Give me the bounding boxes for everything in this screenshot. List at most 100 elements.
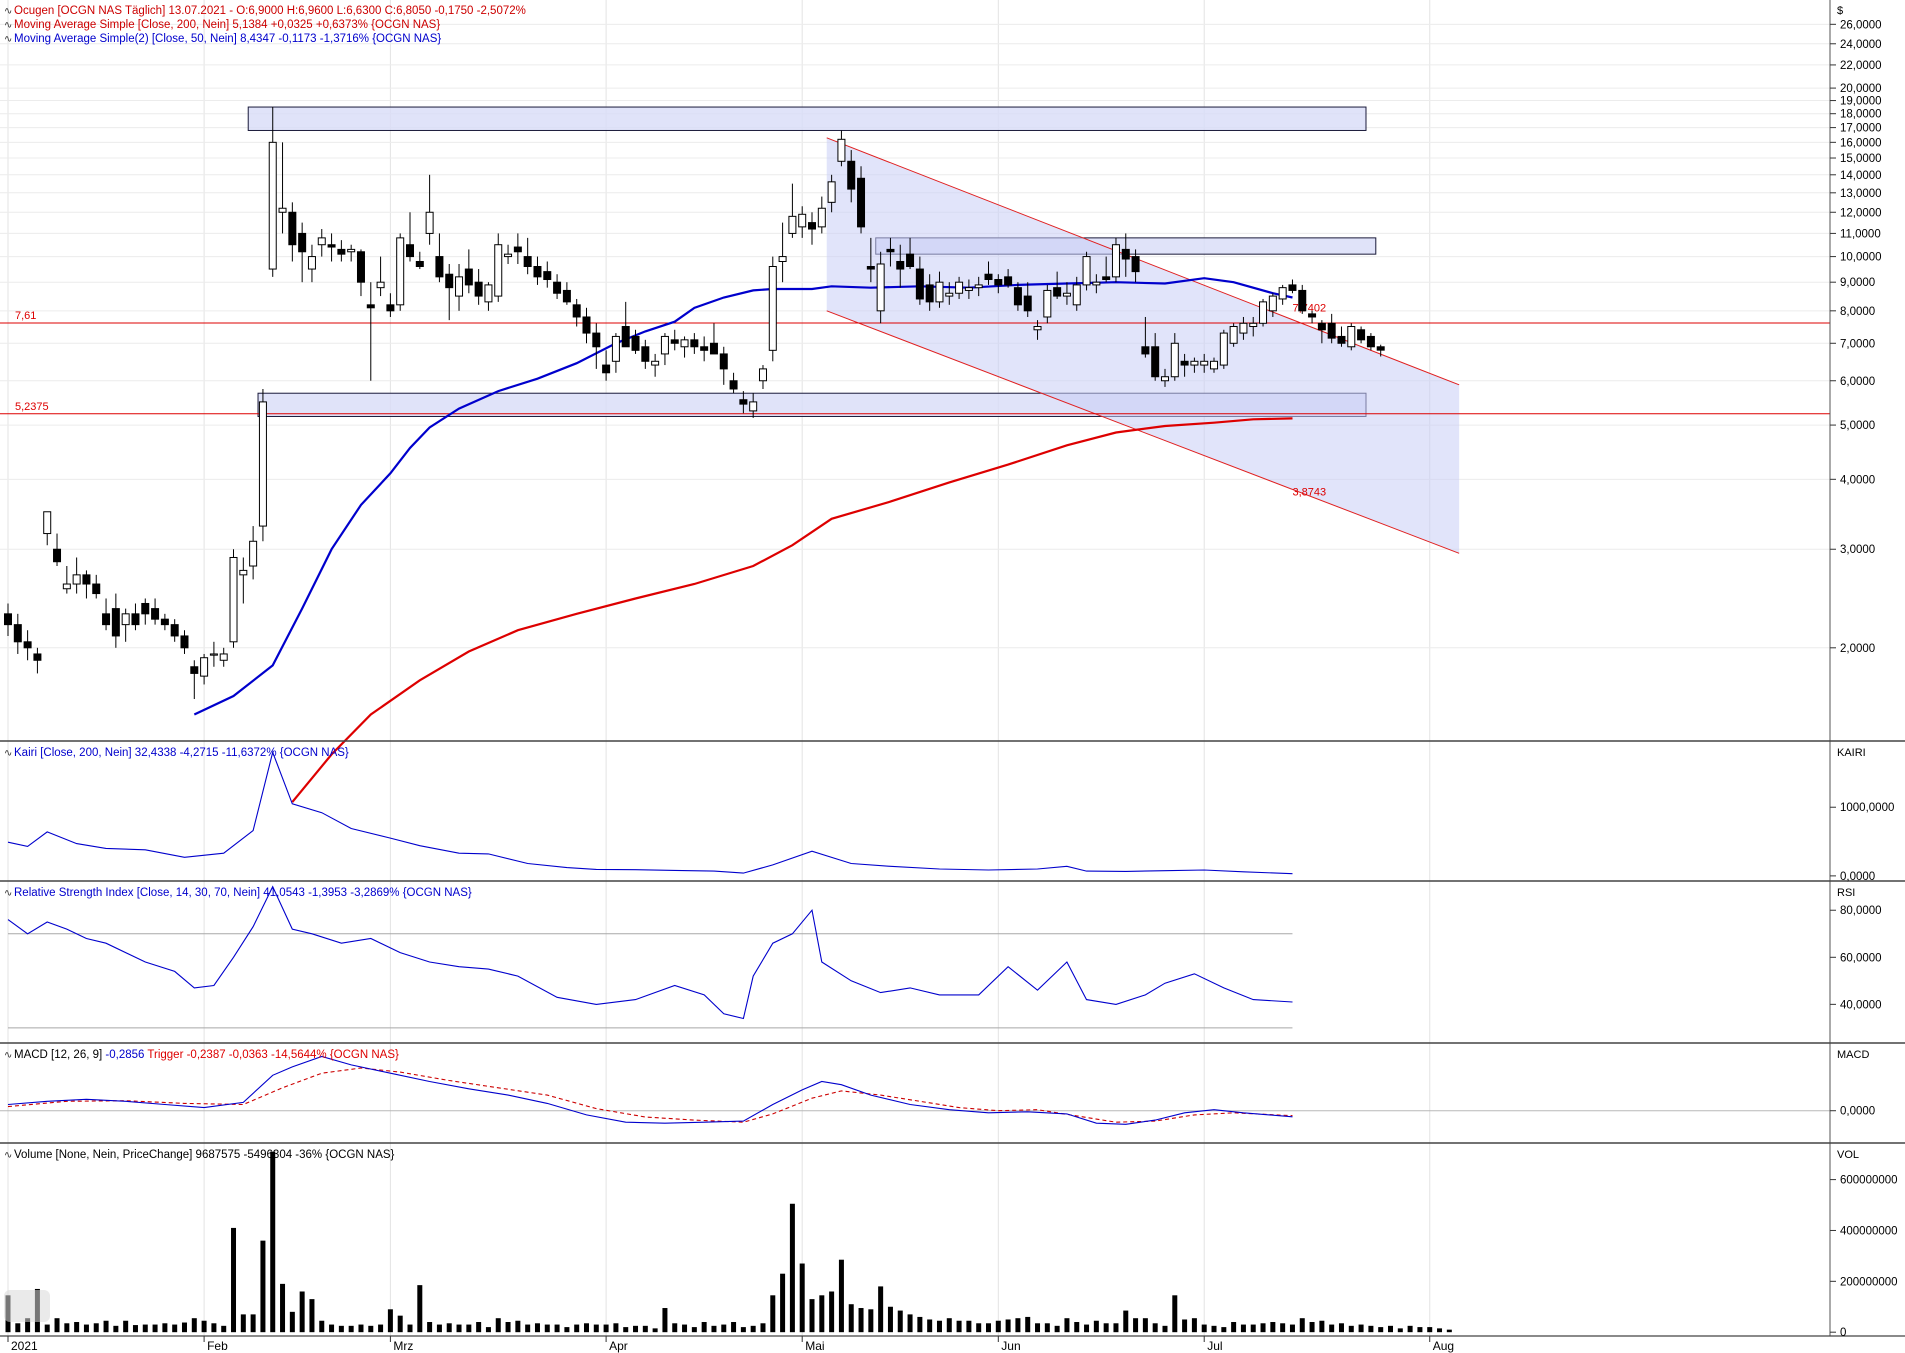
candle-body-down — [866, 266, 875, 270]
candle-body-up — [1219, 332, 1228, 366]
y-tick-label-price: 8,0000 — [1840, 306, 1875, 318]
volume-bar — [1074, 1322, 1080, 1333]
volume-bar — [123, 1320, 129, 1333]
y-tick-label-price: 2,0000 — [1840, 643, 1875, 655]
volume-bar — [1231, 1322, 1237, 1333]
candle-body-down — [1288, 284, 1297, 291]
header-rsi-part: Relative Strength Index [Close, 14, 30, … — [14, 887, 472, 899]
candle-body-down — [151, 608, 160, 620]
volume-bar — [544, 1324, 550, 1333]
volume-bar — [1299, 1318, 1305, 1333]
candle-body-down — [445, 273, 454, 289]
volume-bar — [1123, 1310, 1129, 1333]
candle-body-down — [1004, 276, 1013, 286]
candle — [562, 282, 571, 305]
y-tick-label-price: 19,0000 — [1840, 96, 1882, 108]
candle — [406, 212, 415, 262]
candle-body-down — [327, 244, 336, 248]
candle-body-down — [23, 641, 32, 649]
candle — [690, 333, 699, 354]
candle — [1357, 326, 1366, 344]
y-tick-label-volume: 200000000 — [1840, 1276, 1898, 1288]
candle — [847, 150, 856, 203]
volume-bar — [927, 1319, 933, 1333]
volume-bar — [103, 1320, 109, 1333]
candle — [974, 276, 983, 297]
candle — [1121, 233, 1130, 277]
y-tick-label-macd: 0,0000 — [1840, 1106, 1875, 1118]
candle-body-up — [1043, 289, 1052, 318]
candle — [915, 256, 924, 305]
volume-bar — [64, 1323, 70, 1333]
candle-body-down — [553, 281, 562, 294]
header-macd-part: MACD [12, 26, 9] — [14, 1049, 105, 1061]
candle-body-down — [847, 160, 856, 190]
volume-bar — [211, 1323, 217, 1333]
candle — [660, 333, 669, 366]
candle — [347, 244, 356, 262]
volume-bar — [760, 1323, 766, 1333]
header-volume: Volume [None, Nein, PriceChange] 9687575… — [14, 1149, 395, 1161]
candle-body-down — [1366, 335, 1375, 348]
channel-lower-label: 3,8743 — [1292, 487, 1326, 499]
volume-bar — [868, 1309, 874, 1333]
volume-bar — [917, 1316, 923, 1333]
candle — [700, 336, 709, 362]
x-tick-label-mrz: Mrz — [393, 1339, 413, 1353]
candle — [1092, 274, 1101, 294]
volume-bar — [142, 1324, 148, 1333]
candle — [1141, 316, 1150, 358]
candle — [719, 346, 728, 385]
volume-bar — [54, 1318, 60, 1333]
channel-lower-line — [826, 310, 1460, 554]
candle-body-up — [1259, 301, 1268, 324]
candle — [396, 233, 405, 311]
candle-body-up — [660, 335, 669, 355]
horizontal-levels: 7,61 5,2375 — [0, 310, 1830, 415]
candle — [641, 339, 650, 369]
volume-bar — [1319, 1320, 1325, 1333]
volume-bar — [15, 1323, 21, 1333]
candle — [484, 282, 493, 311]
y-tick-label-price: 20,0000 — [1840, 83, 1882, 95]
candle — [102, 598, 111, 631]
candle — [23, 630, 32, 661]
volume-bar — [476, 1322, 482, 1333]
y-tick-label-price: 7,0000 — [1840, 338, 1875, 350]
volume-bar — [172, 1324, 178, 1333]
candle-body-down — [1013, 287, 1022, 306]
candle-body-down — [886, 248, 895, 253]
channel-upper-label: 7,7402 — [1292, 303, 1326, 315]
candle-body-up — [121, 613, 130, 626]
candle-body-down — [92, 583, 101, 595]
candle-body-down — [896, 260, 905, 270]
candle — [1288, 279, 1297, 294]
volume-bar — [1191, 1318, 1197, 1333]
volume-bar — [1172, 1295, 1178, 1333]
volume-bar — [1044, 1323, 1050, 1333]
sma-200-line — [291, 417, 1293, 803]
volume-bar — [338, 1325, 344, 1333]
candle-body-down — [13, 624, 22, 643]
candle-body-down — [141, 602, 150, 615]
candle-body-down — [690, 339, 699, 348]
header-price: Ocugen [OCGN NAS Täglich] 13.07.2021 - O… — [14, 5, 526, 17]
volume-bar — [299, 1291, 305, 1333]
candle-body-up — [1239, 322, 1248, 334]
candle-body-up — [1033, 326, 1042, 331]
candle-body-up — [788, 215, 797, 234]
candle-body-down — [543, 271, 552, 281]
volume-bar — [770, 1295, 776, 1333]
candle — [1376, 344, 1385, 357]
candle-body-down — [180, 635, 189, 649]
candle — [602, 350, 611, 381]
candle — [651, 353, 660, 377]
candle-body-up — [396, 237, 405, 306]
level-label-1: 7,61 — [15, 310, 36, 322]
candle — [337, 240, 346, 262]
volume-bar — [1142, 1318, 1148, 1333]
candle — [1033, 320, 1042, 340]
candle — [896, 244, 905, 288]
candle-body-up — [1160, 376, 1169, 382]
